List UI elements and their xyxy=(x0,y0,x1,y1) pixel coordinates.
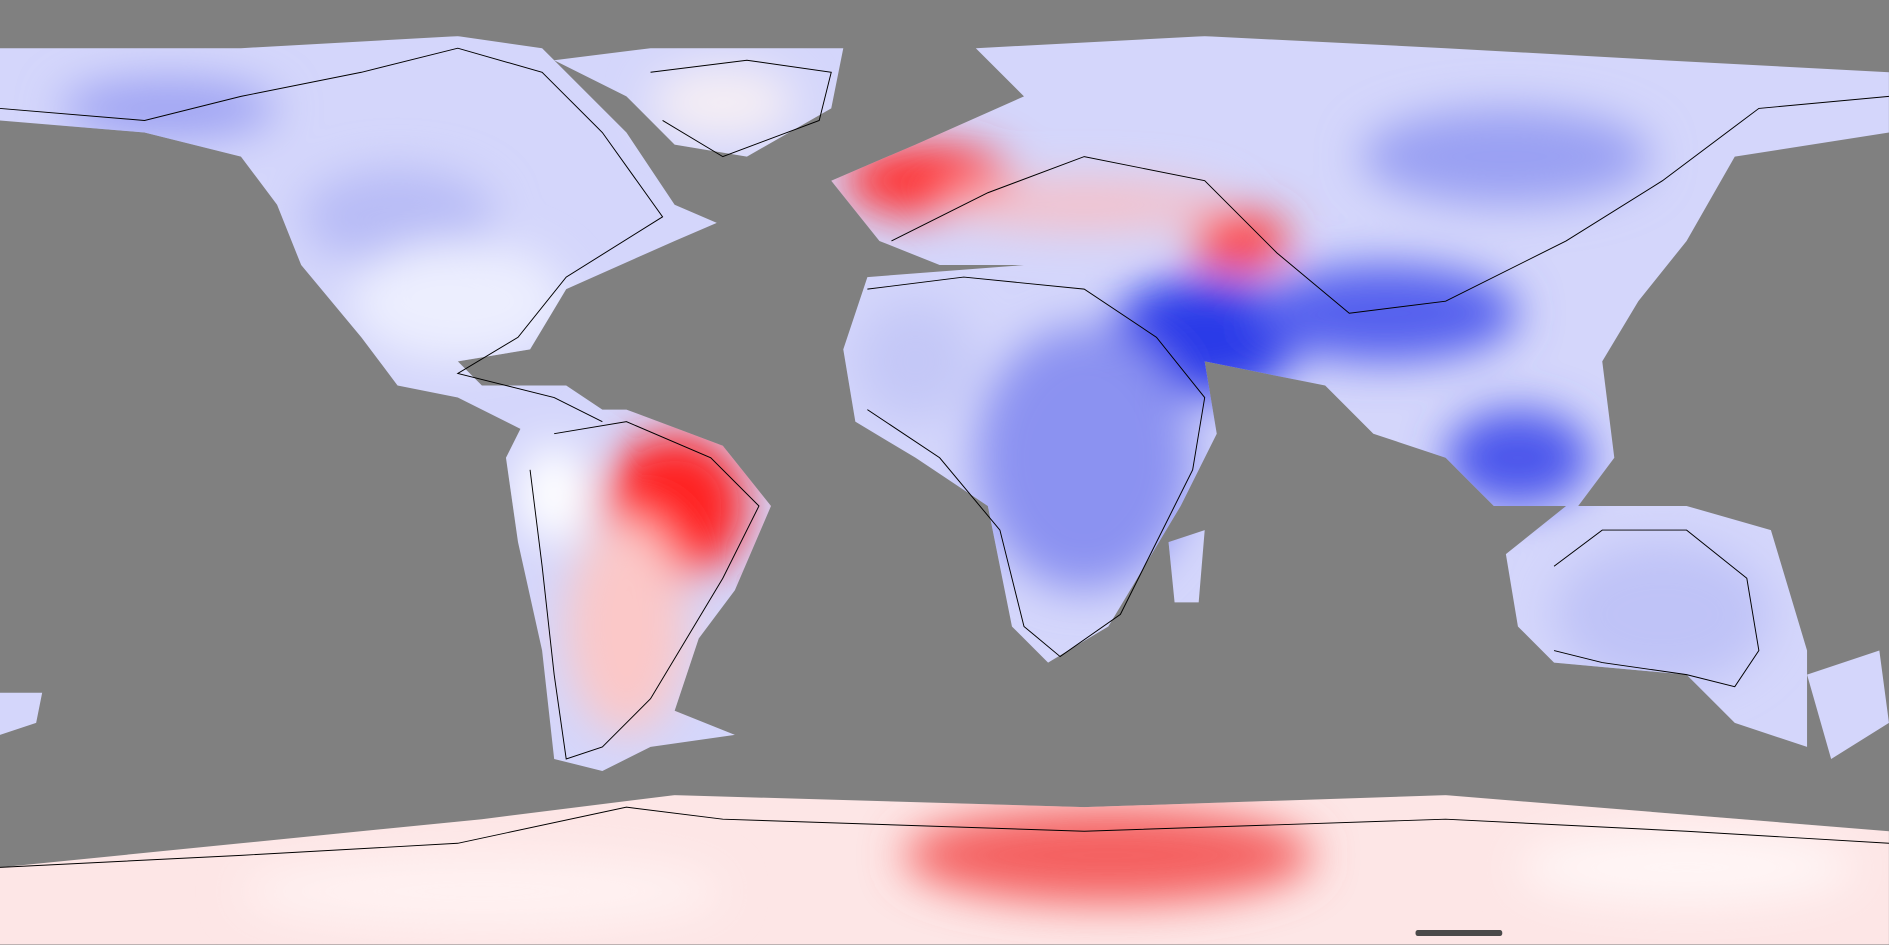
anomaly-blobs xyxy=(60,66,1856,928)
scroll-indicator xyxy=(1415,930,1503,937)
coastlines xyxy=(0,47,1889,868)
